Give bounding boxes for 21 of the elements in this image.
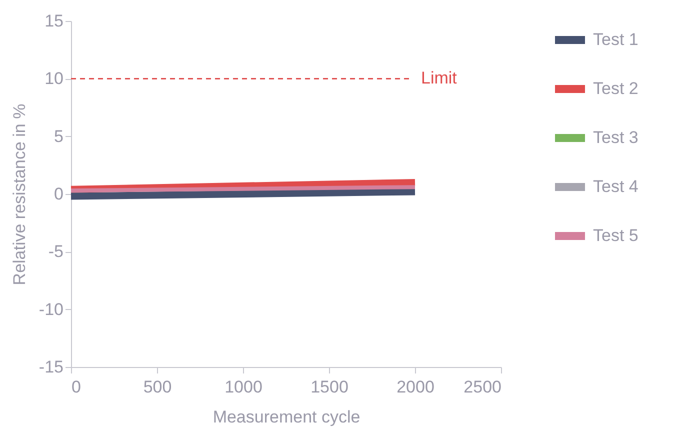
y-axis-title: Relative resistance in % [10,104,29,286]
x-tick-label: 1500 [310,378,348,396]
x-tick-label: 500 [143,378,172,396]
y-tick-label: 0 [54,184,64,204]
y-tick-label: 5 [54,126,64,146]
x-tick-label: 1000 [224,378,262,396]
legend-label: Test 1 [593,30,638,49]
legend-label: Test 5 [593,226,638,245]
x-tick-label: 2500 [464,378,502,396]
y-tick-label: 10 [44,69,64,88]
x-tick-label: 0 [72,378,81,396]
y-tick-label: 15 [44,12,64,30]
y-tick-label: -10 [38,300,64,319]
x-axis-title: Measurement cycle [212,408,360,426]
legend-label: Test 4 [593,177,638,196]
y-tick-label: -15 [38,358,64,376]
legend-label: Test 3 [593,128,638,147]
ref-line-label: Limit [421,68,458,88]
legend-label: Test 2 [593,79,638,98]
x-tick-label: 2000 [396,378,434,396]
y-tick-label: -5 [48,242,64,262]
